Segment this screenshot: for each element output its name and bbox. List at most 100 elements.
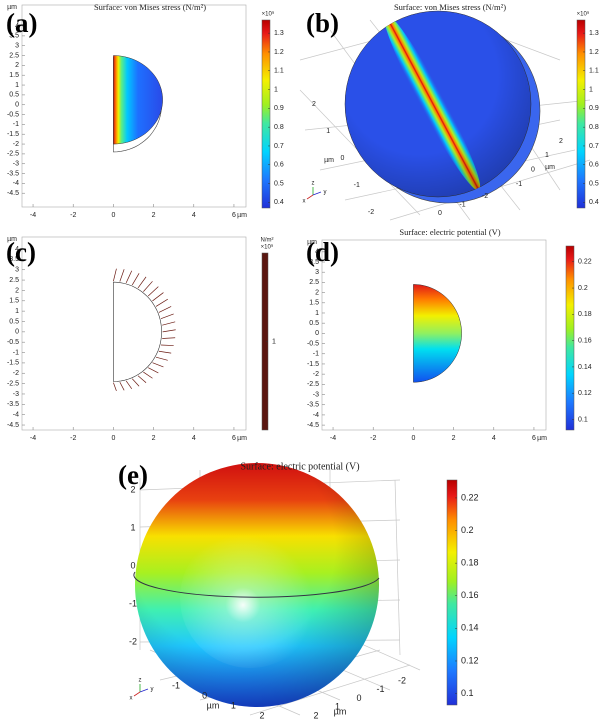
axis-tick-label-3d: -1 (129, 598, 137, 608)
x-unit: µm (537, 435, 547, 442)
y-tick-label: 3.5 (9, 33, 19, 40)
y-tick-label: -4.5 (7, 190, 19, 197)
colorbar-unit: N/m² (261, 238, 274, 244)
colorbar-tick-label: 0.14 (461, 623, 479, 633)
y-tick-label: 2.5 (309, 279, 319, 286)
axis-tick-label-3d: 2 (312, 101, 316, 108)
axis-tick-label-3d: 2 (130, 484, 135, 494)
y-tick-label: 2 (315, 289, 319, 296)
colorbar-tick-label: 0.22 (461, 492, 479, 502)
y-tick-label: -2.5 (7, 380, 19, 387)
y-tick-label: -3.5 (7, 170, 19, 177)
y-tick-label: -3 (313, 391, 319, 398)
load-arrow (113, 382, 117, 391)
y-tick-label: -0.5 (7, 339, 19, 346)
axis-tick-label-3d: -1 (516, 181, 522, 188)
panel-title: Surface: electric potential (V) (399, 227, 500, 237)
load-arrow (119, 269, 125, 282)
plot-frame (21, 236, 247, 431)
y-tick-label: -4.5 (307, 422, 319, 429)
colorbar-tick-label: 0.2 (461, 525, 474, 535)
axis-tick-label-3d: 0 (531, 167, 535, 174)
triad-label: x (130, 696, 133, 702)
triad-y (139, 688, 149, 693)
y-tick-label: 2.5 (9, 277, 19, 284)
colorbar-tick-label: 0.6 (589, 162, 599, 169)
panel-title: Surface: von Mises stress (N/m²) (394, 2, 506, 12)
colorbar-tick-label: 0.5 (589, 180, 599, 187)
colorbar-tick-label: 1.2 (274, 49, 284, 56)
colorbar-tick-label: 1 (274, 86, 278, 93)
potential-surface (413, 284, 462, 383)
load-arrow (143, 371, 153, 379)
y-tick-label: 3 (15, 43, 19, 50)
triad-label: x (303, 199, 306, 205)
axis-tick-label-3d: 0 (356, 693, 361, 703)
y-unit: µm (307, 239, 317, 246)
axis-unit-3d: µm (324, 157, 334, 164)
axis-tick-label-3d: 1 (326, 128, 330, 135)
y-tick-label: 3.5 (9, 256, 19, 263)
plot-frame (321, 239, 547, 431)
triad-label: z (139, 678, 142, 684)
axis-tick-label-3d: 0 (438, 210, 442, 217)
x-tick-label: 6 (232, 435, 236, 442)
y-tick-label: 2 (15, 62, 19, 69)
axis-tick-label-3d: -1 (376, 684, 384, 694)
colorbar-tick-label: 0.5 (274, 180, 284, 187)
y-tick-label: 0.5 (309, 320, 319, 327)
colorbar-tick-label: 1.3 (274, 30, 284, 37)
x-tick-label: 0 (111, 212, 115, 219)
y-tick-label: -1.5 (7, 131, 19, 138)
panel-title: Surface: von Mises stress (N/m²) (94, 2, 206, 12)
colorbar-multiplier: ×10⁹ (261, 244, 274, 251)
colorbar-tick-label: 1.2 (589, 49, 599, 56)
colorbar-tick-label: 0.18 (461, 558, 479, 568)
y-tick-label: -3.5 (307, 402, 319, 409)
x-tick-label: -2 (70, 212, 76, 219)
axis-tick-label-3d: 0 (341, 155, 345, 162)
y-tick-label: -1.5 (307, 361, 319, 368)
axis-tick-label-3d: 2 (313, 710, 318, 720)
y-tick-label: 3 (315, 269, 319, 276)
sphere-shade (135, 463, 379, 707)
x-tick-label: 6 (532, 435, 536, 442)
load-arrow (147, 286, 159, 297)
colorbar-tick-label: 0.9 (589, 105, 599, 112)
y-tick-label: -1.5 (7, 360, 19, 367)
colorbar-tick-label: 1 (589, 86, 593, 93)
axis-tick-label-3d: 2 (559, 138, 563, 145)
x-tick-label: -4 (30, 435, 36, 442)
axis-unit-3d: µm (334, 706, 347, 716)
axis-unit-3d: µm (207, 700, 220, 710)
colorbar-multiplier: ×10⁹ (262, 11, 275, 18)
load-arrow (162, 321, 176, 326)
axis-tick-label-3d: 0 (202, 690, 207, 700)
colorbar-tick-label: 0.6 (274, 162, 284, 169)
y-tick-label: 0 (315, 330, 319, 337)
panel-title: Surface: electric potential (V) (240, 461, 359, 472)
load-arrow (152, 292, 164, 302)
load-arrow (162, 329, 176, 333)
panel-label: (a) (6, 8, 37, 38)
x-tick-label: -2 (70, 435, 76, 442)
triad-x (306, 194, 314, 200)
grid-line-3d (394, 479, 401, 656)
panel-label: (c) (6, 237, 36, 267)
x-tick-label: 0 (411, 435, 415, 442)
load-arrow (155, 298, 168, 307)
y-tick-label: 0.5 (9, 318, 19, 325)
x-tick-label: -4 (30, 212, 36, 219)
panel-label: (e) (118, 460, 148, 490)
triad-label: y (324, 190, 327, 196)
load-arrow (131, 378, 140, 387)
colorbar (261, 19, 271, 209)
x-tick-label: 2 (452, 435, 456, 442)
y-tick-label: -1 (13, 349, 19, 356)
colorbar-tick-label: 1.3 (589, 30, 599, 37)
triad-label: z (312, 181, 315, 187)
y-tick-label: -3 (13, 391, 19, 398)
colorbar-tick-label: 0.16 (461, 590, 479, 600)
y-tick-label: 3 (15, 267, 19, 274)
